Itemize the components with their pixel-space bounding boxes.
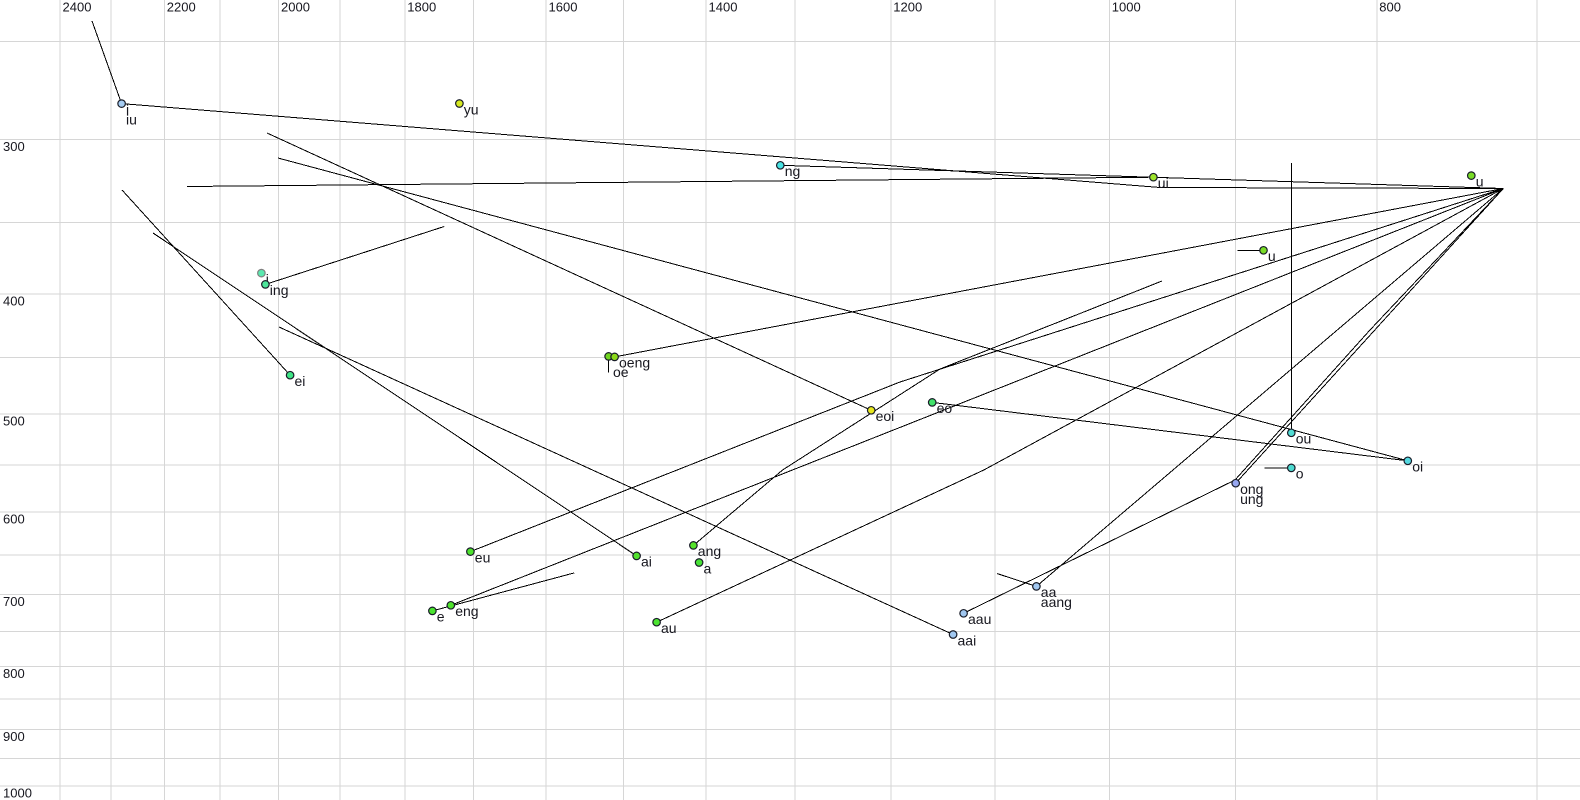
svg-text:ou: ou [1296, 431, 1312, 447]
svg-text:1400: 1400 [709, 0, 738, 14]
svg-text:2400: 2400 [63, 0, 92, 14]
svg-text:ung: ung [1240, 491, 1263, 507]
svg-text:ui: ui [1158, 175, 1169, 191]
svg-text:300: 300 [3, 139, 25, 154]
svg-text:ong: ong [1240, 481, 1263, 497]
svg-text:i: i [126, 101, 129, 117]
svg-text:aai: aai [958, 632, 977, 648]
svg-text:800: 800 [1379, 0, 1401, 14]
svg-text:eo: eo [937, 400, 953, 416]
svg-text:800: 800 [3, 666, 25, 681]
svg-text:u: u [1268, 248, 1276, 264]
svg-text:eoi: eoi [876, 408, 895, 424]
svg-text:2200: 2200 [167, 0, 196, 14]
svg-text:600: 600 [3, 511, 25, 526]
svg-text:2000: 2000 [281, 0, 310, 14]
svg-text:oi: oi [1412, 459, 1423, 475]
svg-text:400: 400 [3, 294, 25, 309]
svg-text:1000: 1000 [3, 786, 32, 800]
svg-text:900: 900 [3, 729, 25, 744]
svg-text:ng: ng [785, 163, 801, 179]
svg-text:1800: 1800 [407, 0, 436, 14]
svg-text:eu: eu [475, 549, 491, 565]
svg-text:ang: ang [698, 543, 721, 559]
svg-text:e: e [437, 609, 445, 625]
svg-text:aa: aa [1041, 584, 1057, 600]
svg-text:iu: iu [126, 111, 137, 127]
svg-text:yu: yu [464, 101, 479, 117]
svg-text:ei: ei [295, 373, 306, 389]
svg-text:ing: ing [270, 282, 289, 298]
svg-text:eng: eng [455, 603, 478, 619]
svg-text:i: i [266, 271, 269, 287]
svg-text:1600: 1600 [549, 0, 578, 14]
svg-text:au: au [661, 620, 677, 636]
svg-text:a: a [704, 560, 712, 576]
svg-text:oe: oe [613, 364, 629, 380]
svg-text:o: o [1296, 466, 1304, 482]
svg-text:500: 500 [3, 413, 25, 428]
svg-text:1200: 1200 [893, 0, 922, 14]
svg-text:1000: 1000 [1112, 0, 1141, 14]
svg-text:aang: aang [1041, 594, 1072, 610]
svg-text:aau: aau [968, 611, 991, 627]
svg-text:u: u [1476, 173, 1484, 189]
svg-text:700: 700 [3, 594, 25, 609]
svg-text:oeng: oeng [619, 355, 650, 371]
svg-text:ai: ai [641, 554, 652, 570]
